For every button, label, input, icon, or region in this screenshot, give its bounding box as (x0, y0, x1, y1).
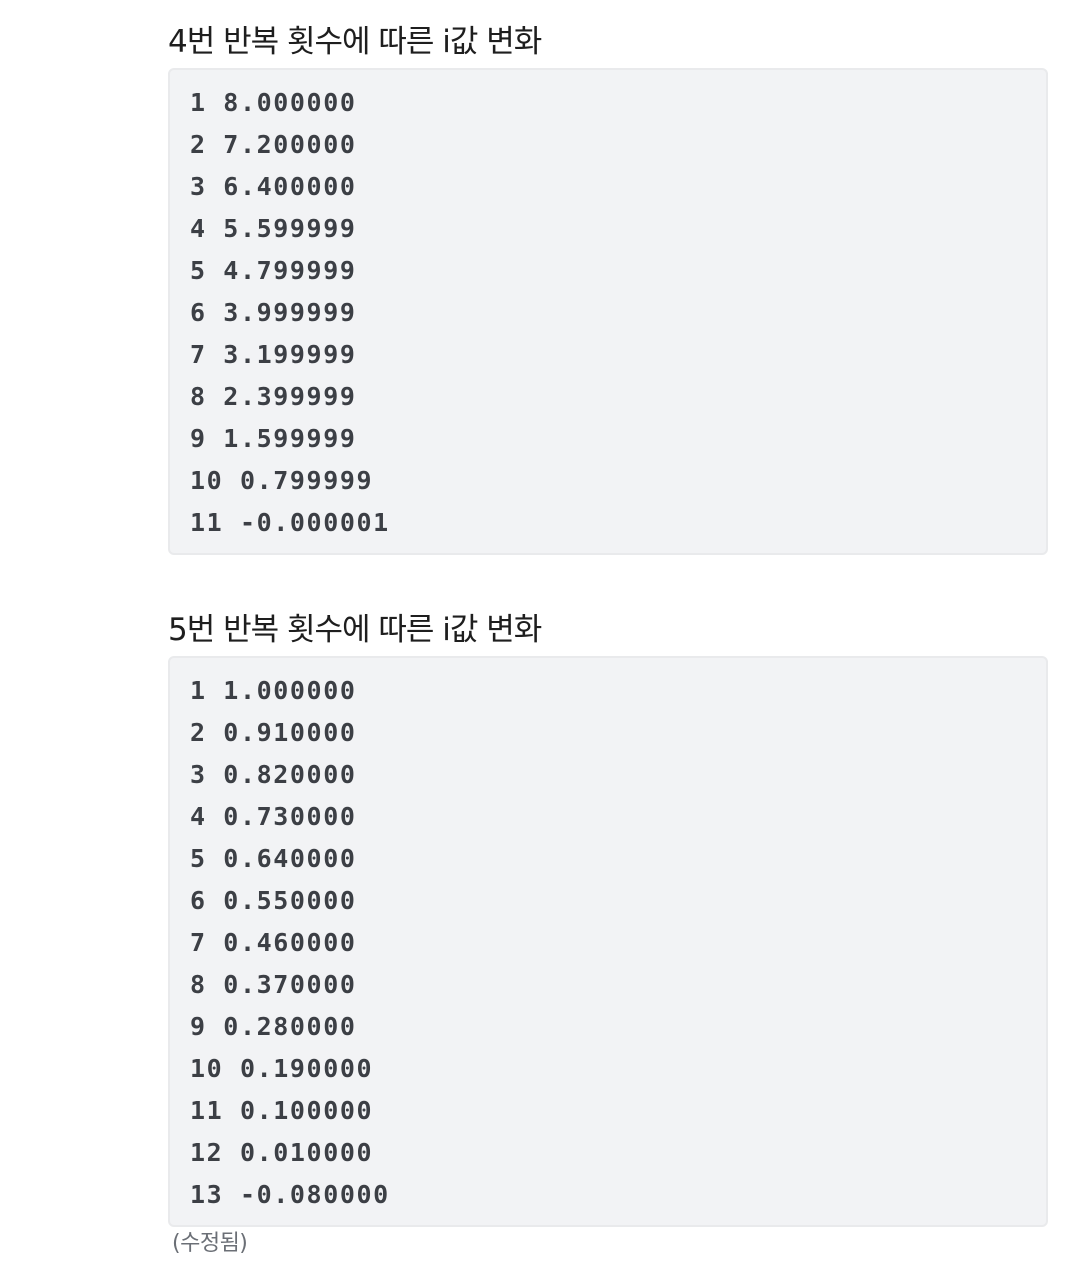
section-title: 5번 반복 횟수에 따른 i값 변화 (168, 612, 542, 648)
code-line: 5 4.799999 (190, 256, 357, 285)
code-line: 7 3.199999 (190, 340, 357, 369)
code-line: 6 0.550000 (190, 886, 357, 915)
code-block: 1 8.000000 2 7.200000 3 6.400000 4 5.599999… (168, 68, 1048, 555)
code-line: 8 2.399999 (190, 382, 357, 411)
code-line: 12 0.010000 (190, 1138, 374, 1167)
code-line: 9 0.280000 (190, 1012, 357, 1041)
section-title: 4번 반복 횟수에 따른 i값 변화 (168, 24, 542, 60)
code-line: 1 8.000000 (190, 88, 357, 117)
code-line: 1 1.000000 (190, 676, 357, 705)
result-section-5: 5번 반복 횟수에 따른 i값 변화 1 1.000000 2 0.910000 3… (168, 610, 1048, 1227)
code-line: 10 0.799999 (190, 466, 374, 495)
code-line: 6 3.999999 (190, 298, 357, 327)
code-line: 5 0.640000 (190, 844, 357, 873)
code-line: 7 0.460000 (190, 928, 357, 957)
code-line: 4 0.730000 (190, 802, 357, 831)
code-line: 10 0.190000 (190, 1054, 374, 1083)
code-line: 3 6.400000 (190, 172, 357, 201)
result-section-4: 4번 반복 횟수에 따른 i값 변화 1 8.000000 2 7.200000 3… (168, 22, 1048, 555)
code-line: 2 0.910000 (190, 718, 357, 747)
edited-label: (수정됨) (172, 1231, 248, 1256)
code-line: 9 1.599999 (190, 424, 357, 453)
code-line: 11 0.100000 (190, 1096, 374, 1125)
code-line: 8 0.370000 (190, 970, 357, 999)
code-line: 2 7.200000 (190, 130, 357, 159)
code-line: 3 0.820000 (190, 760, 357, 789)
code-line: 4 5.599999 (190, 214, 357, 243)
code-block: 1 1.000000 2 0.910000 3 0.820000 4 0.730000… (168, 656, 1048, 1227)
code-line: 11 -0.000001 (190, 508, 390, 537)
code-line: 13 -0.080000 (190, 1180, 390, 1209)
